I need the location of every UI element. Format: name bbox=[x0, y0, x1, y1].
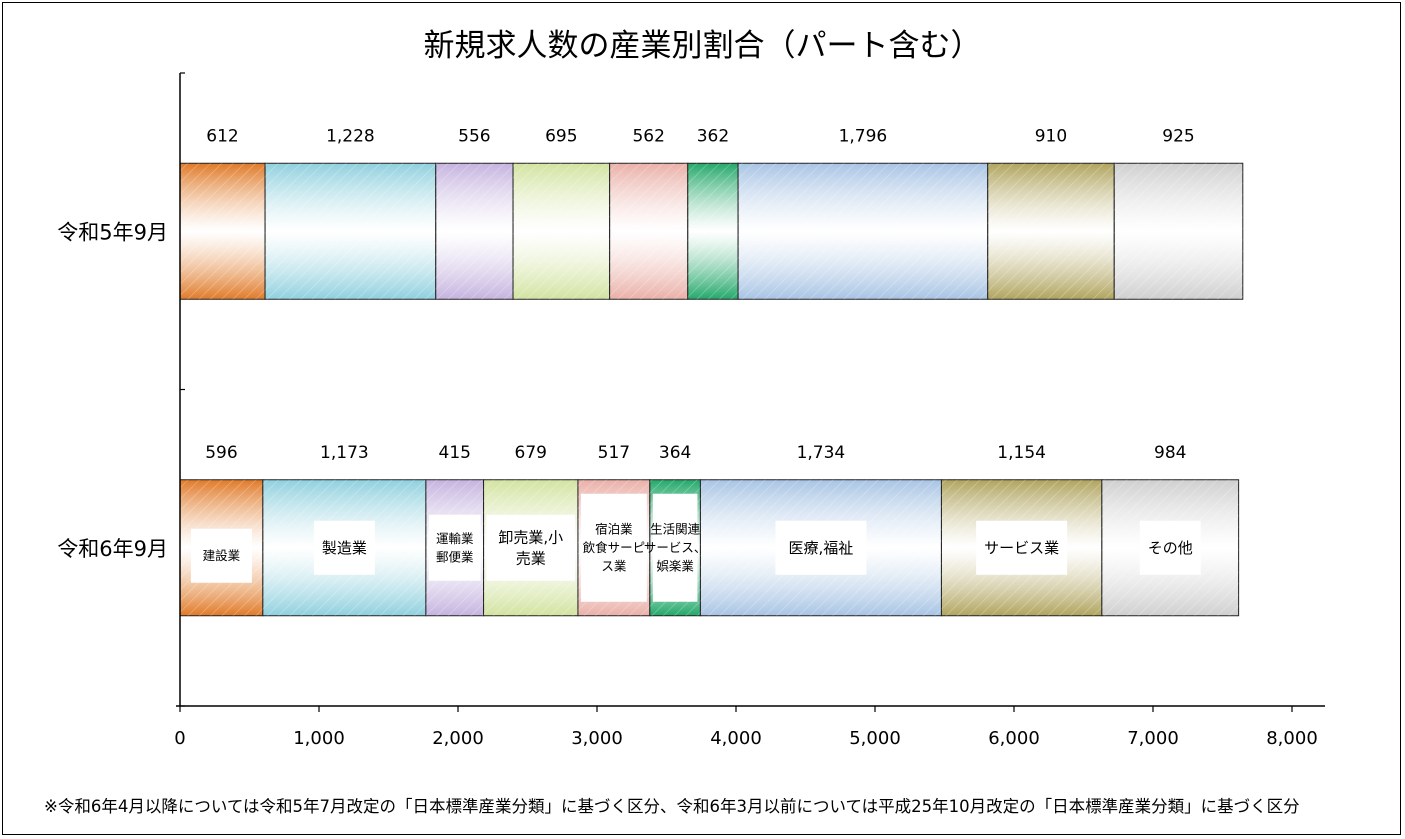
value-label: 415 bbox=[439, 443, 471, 463]
bar-texture bbox=[265, 163, 436, 300]
bar-texture bbox=[180, 163, 266, 300]
x-tick-label: 5,000 bbox=[849, 728, 901, 749]
value-label: 679 bbox=[515, 443, 547, 463]
segment-label: 宿泊業 bbox=[595, 522, 633, 537]
segment-label-box bbox=[428, 514, 481, 581]
value-label: 1,228 bbox=[326, 126, 375, 146]
bar-texture bbox=[609, 163, 688, 300]
x-tick-label: 6,000 bbox=[988, 728, 1040, 749]
segment-label-box bbox=[486, 514, 575, 581]
segment-label: サービス、 bbox=[644, 540, 707, 555]
bar-texture bbox=[987, 163, 1115, 300]
bar-texture bbox=[435, 163, 514, 300]
segment-label: その他 bbox=[1148, 539, 1193, 557]
x-tick-label: 7,000 bbox=[1127, 728, 1179, 749]
segment-label: 飲食サーピ bbox=[583, 540, 646, 555]
value-label: 1,734 bbox=[797, 443, 846, 463]
value-label: 364 bbox=[659, 443, 691, 463]
value-label: 984 bbox=[1154, 443, 1186, 463]
value-label: 556 bbox=[458, 126, 490, 146]
value-label: 1,173 bbox=[320, 443, 369, 463]
segment-label-box bbox=[976, 520, 1068, 575]
segment-label-box bbox=[775, 520, 867, 575]
value-label: 1,796 bbox=[839, 126, 888, 146]
segment-label: 医療,福祉 bbox=[789, 539, 854, 557]
x-tick-label: 2,000 bbox=[432, 728, 484, 749]
bar-texture bbox=[513, 163, 610, 300]
value-label: 1,154 bbox=[997, 443, 1046, 463]
category-label: 令和6年9月 bbox=[57, 537, 168, 561]
value-label: 596 bbox=[205, 443, 237, 463]
segment-label: 建設業 bbox=[203, 548, 241, 563]
value-label: 910 bbox=[1035, 126, 1067, 146]
segment-label-box bbox=[580, 493, 647, 602]
x-tick-label: 1,000 bbox=[293, 728, 345, 749]
segment-label-box bbox=[1139, 520, 1201, 575]
bar-texture bbox=[687, 163, 739, 300]
segment-label-box bbox=[652, 493, 698, 602]
segment-label: 生活関連 bbox=[650, 522, 701, 537]
bar-texture bbox=[738, 163, 988, 300]
segment-label-box bbox=[313, 520, 375, 575]
segment-label: 娯楽業 bbox=[656, 559, 694, 574]
value-label: 612 bbox=[206, 126, 238, 146]
value-label: 695 bbox=[545, 126, 577, 146]
value-label: 517 bbox=[598, 443, 630, 463]
category-label: 令和5年9月 bbox=[57, 220, 168, 244]
x-tick-label: 4,000 bbox=[710, 728, 762, 749]
segment-label: 卸売業,小 bbox=[498, 529, 563, 547]
value-label: 925 bbox=[1162, 126, 1194, 146]
chart-title: 新規求人数の産業別割合（パート含む） bbox=[423, 28, 982, 64]
segment-label-box bbox=[190, 528, 252, 583]
footnote: ※令和6年4月以降については令和5年7月改定の「日本標準産業分類」に基づく区分、… bbox=[44, 797, 1300, 816]
bar-texture bbox=[1114, 163, 1243, 300]
segment-label: 運輸業 bbox=[436, 531, 474, 546]
value-label: 562 bbox=[632, 126, 664, 146]
segment-label: サービス業 bbox=[984, 539, 1059, 557]
x-tick-label: 0 bbox=[174, 728, 185, 749]
x-tick-label: 8,000 bbox=[1266, 728, 1318, 749]
segment-label: 郵便業 bbox=[436, 549, 474, 564]
segment-label: 売業 bbox=[516, 550, 546, 568]
segment-label: 製造業 bbox=[322, 539, 367, 557]
value-label: 362 bbox=[697, 126, 729, 146]
segment-label: ス業 bbox=[601, 559, 627, 574]
x-tick-label: 3,000 bbox=[571, 728, 623, 749]
